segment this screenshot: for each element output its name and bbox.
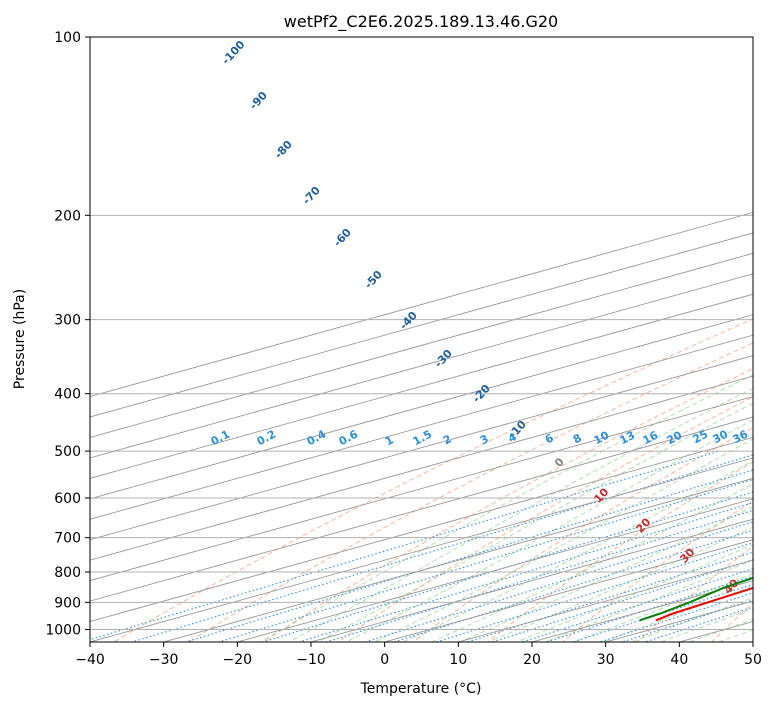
y-tick-label: 200 bbox=[54, 208, 81, 224]
isotherm bbox=[90, 252, 753, 438]
isotherm bbox=[90, 293, 753, 479]
moist-adiabat bbox=[515, 544, 753, 642]
adiabat-label: 25 bbox=[691, 428, 711, 447]
x-axis: −40 −30 −20 −10 0 10 20 30 40 50 bbox=[75, 642, 762, 668]
mixing-ratio-line bbox=[490, 559, 753, 642]
isotherm bbox=[90, 416, 753, 602]
y-tick-label: 900 bbox=[54, 595, 81, 611]
x-tick-label: 30 bbox=[597, 652, 615, 668]
dry-adiabat bbox=[636, 545, 753, 642]
x-tick-label: 0 bbox=[380, 652, 389, 668]
x-tick-label: 50 bbox=[744, 652, 762, 668]
moist-adiabat bbox=[401, 459, 753, 642]
y-tick-label: 600 bbox=[54, 491, 81, 507]
mixing-ratio-line bbox=[183, 469, 753, 642]
y-tick-label: 1000 bbox=[45, 622, 81, 638]
x-tick-label: −20 bbox=[223, 652, 253, 668]
y-tick-label: 500 bbox=[54, 444, 81, 460]
mixing-ratio-line bbox=[130, 454, 753, 642]
mixing-ratio-line bbox=[90, 450, 720, 641]
mixing-ratio-line bbox=[434, 542, 753, 642]
adiabat-label: 13 bbox=[618, 429, 638, 448]
isotherm bbox=[90, 396, 753, 582]
moist-adiabat bbox=[458, 505, 753, 642]
adiabat-label: 20 bbox=[665, 428, 685, 447]
moist-adiabat bbox=[543, 559, 753, 642]
isotherm bbox=[382, 539, 753, 642]
moist-adiabat bbox=[345, 419, 753, 642]
isotherm bbox=[90, 211, 753, 398]
plot-frame bbox=[89, 36, 754, 643]
mixing-ratio-line bbox=[297, 501, 753, 642]
x-tick-label: 40 bbox=[670, 652, 688, 668]
moist-adiabat bbox=[316, 402, 753, 642]
dry-adiabat bbox=[561, 500, 753, 642]
x-axis-title: Temperature (°C) bbox=[360, 681, 482, 697]
x-tick-label: −10 bbox=[296, 652, 326, 668]
dry-adiabat bbox=[486, 461, 753, 642]
adiabat-label: 10 bbox=[592, 428, 612, 447]
adiabat-label: 30 bbox=[711, 427, 731, 446]
isotherm bbox=[90, 273, 753, 459]
isotherm bbox=[90, 334, 753, 520]
isotherm bbox=[235, 498, 753, 642]
isotherm bbox=[90, 375, 753, 561]
x-tick-label: 10 bbox=[449, 652, 467, 668]
y-tick-label: 800 bbox=[54, 565, 81, 581]
isotherm bbox=[90, 314, 753, 500]
isotherm bbox=[90, 232, 753, 418]
moist-adiabat bbox=[600, 585, 753, 642]
y-axis-title: Pressure (hPa) bbox=[12, 289, 28, 389]
chart-title: wetPf2_C2E6.2025.189.13.46.G20 bbox=[284, 12, 558, 32]
adiabat-label: 36 bbox=[731, 427, 751, 446]
y-tick-label: 700 bbox=[54, 531, 81, 547]
moist-adiabat bbox=[373, 438, 753, 642]
isotherm bbox=[90, 457, 753, 642]
x-tick-label: −40 bbox=[75, 652, 105, 668]
x-tick-label: −30 bbox=[149, 652, 179, 668]
dry-adiabat bbox=[187, 342, 753, 642]
y-tick-label: 400 bbox=[54, 387, 81, 403]
isotherm bbox=[161, 477, 753, 642]
y-axis: 100 200 300 400 500 600 700 800 900 1000 bbox=[45, 30, 90, 638]
y-tick-label: 100 bbox=[54, 30, 81, 46]
x-tick-label: 20 bbox=[523, 652, 541, 668]
adiabat-label: 16 bbox=[641, 428, 661, 447]
mixing-ratio-line bbox=[217, 478, 753, 642]
isotherm bbox=[309, 518, 753, 642]
skewt-background-lines bbox=[90, 37, 753, 642]
isotherm bbox=[90, 436, 753, 623]
y-tick-label: 300 bbox=[54, 313, 81, 329]
